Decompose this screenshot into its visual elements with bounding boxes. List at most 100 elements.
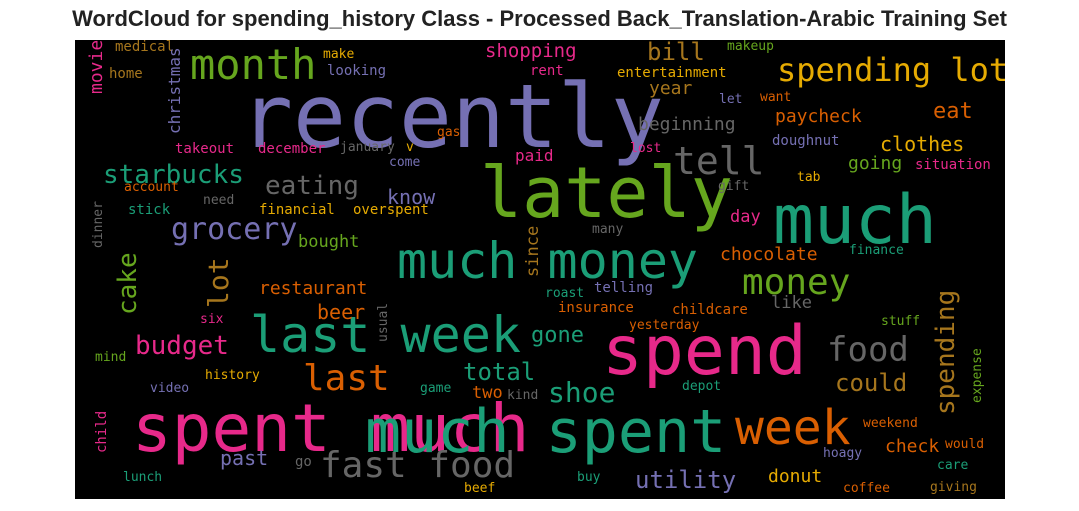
word-make: make <box>323 47 355 62</box>
word-last: last <box>303 358 390 399</box>
word-spend: spend <box>602 312 807 391</box>
word-takeout: takeout <box>175 141 235 157</box>
word-bill: bill <box>647 40 705 66</box>
word-rent: rent <box>530 63 564 79</box>
word-weekend: weekend <box>863 416 918 431</box>
word-let: let <box>719 92 743 107</box>
word-six: six <box>200 312 224 327</box>
word-starbucks: starbucks <box>103 160 244 190</box>
word-situation: situation <box>915 157 991 173</box>
word-lost: lost <box>630 141 662 156</box>
word-january: january <box>340 140 395 155</box>
word-december: december <box>258 141 326 157</box>
word-tell: tell <box>673 139 765 183</box>
word-go: go <box>295 454 312 470</box>
word-telling: telling <box>594 280 654 296</box>
word-kind: kind <box>507 388 539 403</box>
word-care: care <box>937 458 969 473</box>
word-stuff: stuff <box>881 314 921 329</box>
word-utility: utility <box>635 466 737 494</box>
word-month: month <box>190 40 317 89</box>
word-yesterday: yesterday <box>629 318 700 333</box>
word-expense: expense <box>970 348 985 403</box>
word-past: past <box>220 446 269 470</box>
word-doughnut: doughnut <box>772 133 840 149</box>
word-total: total <box>463 358 536 386</box>
word-lately: lately <box>480 152 733 234</box>
word-finance: finance <box>849 243 904 258</box>
word-need: need <box>203 193 235 208</box>
word-much-money: much money <box>397 232 699 290</box>
word-budget: budget <box>135 331 229 361</box>
word-week: week <box>735 400 851 456</box>
word-like: like <box>771 293 812 313</box>
word-makeup: makeup <box>727 40 774 54</box>
word-would: would <box>945 437 985 452</box>
word-spent-much: spent much <box>132 390 530 467</box>
word-since: since <box>523 225 543 277</box>
word-child: child <box>94 410 110 453</box>
word-much: much <box>773 181 937 260</box>
word-fast-food: fast food <box>320 445 516 486</box>
word-year: year <box>649 78 693 99</box>
word-financial: financial <box>259 202 335 218</box>
word-overspent: overspent <box>353 202 429 218</box>
word-recently: recently <box>240 65 664 168</box>
word-want: want <box>760 90 792 105</box>
word-cloud-canvas: recently lately much spend spent much much sp… <box>75 40 1005 499</box>
word-donut: donut <box>768 466 823 487</box>
word-v: v <box>406 140 414 155</box>
word-shoe: shoe <box>548 376 616 409</box>
word-childcare: childcare <box>672 302 748 318</box>
word-dinner: dinner <box>91 201 106 248</box>
word-could: could <box>835 369 908 397</box>
word-check: check <box>885 436 940 457</box>
word-eating: eating <box>265 171 359 201</box>
word-gone: gone <box>531 323 584 348</box>
word-coffee: coffee <box>843 481 890 496</box>
word-much-spent: much spent <box>365 397 727 467</box>
word-paid: paid <box>515 146 554 165</box>
word-spending: spending <box>931 289 961 415</box>
word-two: two <box>472 383 503 403</box>
word-beer: beer <box>317 300 366 324</box>
word-gas: gas <box>437 125 461 140</box>
word-grocery: grocery <box>171 212 298 247</box>
word-paycheck: paycheck <box>775 106 862 127</box>
word-hoagy: hoagy <box>823 446 863 461</box>
word-beef: beef <box>464 481 496 496</box>
word-shopping: shopping <box>485 40 577 62</box>
chart-title: WordCloud for spending_history Class - P… <box>72 6 1007 31</box>
word-cake: cake <box>113 252 143 315</box>
word-looking: looking <box>327 63 387 79</box>
word-video: video <box>150 381 190 396</box>
word-lunch: lunch <box>123 470 163 485</box>
word-tab: tab <box>797 170 821 185</box>
word-beginning: beginning <box>638 114 736 135</box>
word-depot: depot <box>682 379 722 394</box>
word-eat: eat <box>933 99 973 124</box>
word-bought: bought <box>298 232 360 252</box>
word-giving: giving <box>930 480 977 495</box>
word-home: home <box>109 66 143 82</box>
word-stick: stick <box>128 202 171 218</box>
word-food: food <box>827 330 909 370</box>
word-restaurant: restaurant <box>259 278 368 299</box>
word-usual: usual <box>376 302 391 342</box>
word-insurance: insurance <box>558 300 634 316</box>
word-roast: roast <box>545 286 585 301</box>
word-clothes: clothes <box>880 132 965 156</box>
word-last-week: last week <box>250 306 521 364</box>
word-chocolate: chocolate <box>720 244 818 265</box>
word-entertainment: entertainment <box>617 65 727 81</box>
word-mind: mind <box>95 350 127 365</box>
word-movie: movie <box>86 40 107 94</box>
word-know: know <box>387 185 436 209</box>
word-going: going <box>848 153 903 174</box>
word-game: game <box>420 381 452 396</box>
word-buy: buy <box>577 470 601 485</box>
word-medical: medical <box>115 40 175 55</box>
word-history: history <box>205 368 260 383</box>
word-account: account <box>124 180 179 195</box>
word-gift: gift <box>718 179 750 194</box>
